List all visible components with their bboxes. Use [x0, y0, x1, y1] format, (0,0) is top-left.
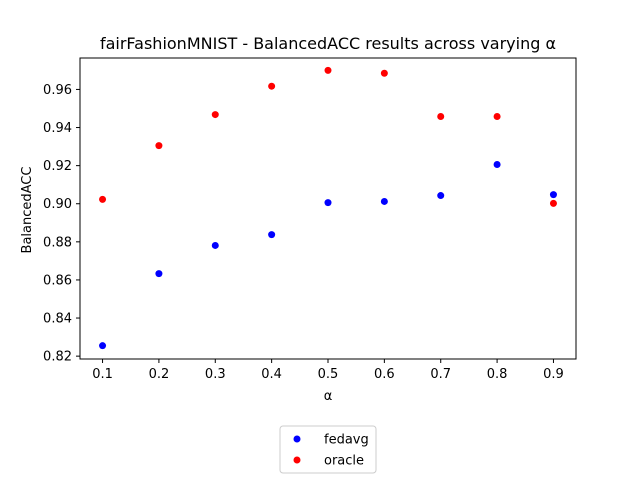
x-tick-label: 0.9	[543, 367, 564, 382]
x-tick-label: 0.3	[205, 367, 226, 382]
oracle-point	[437, 112, 445, 120]
fedavg-point	[493, 160, 501, 168]
x-tick-label: 0.4	[261, 367, 282, 382]
y-tick-label: 0.92	[43, 159, 72, 174]
fedavg-point	[268, 231, 276, 239]
oracle-point	[380, 69, 388, 77]
chart-title: fairFashionMNIST - BalancedACC results a…	[100, 34, 556, 53]
oracle-point	[211, 111, 219, 119]
x-tick-label: 0.6	[374, 367, 395, 382]
oracle-point	[493, 112, 501, 120]
legend-label-oracle: oracle	[324, 454, 364, 469]
axes-frame	[79, 57, 577, 360]
fedavg-point	[155, 270, 163, 278]
y-axis-label: BalancedACC	[20, 167, 35, 254]
x-tick-label: 0.1	[92, 367, 113, 382]
x-tick-label: 0.8	[487, 367, 508, 382]
x-tick-label: 0.7	[430, 367, 451, 382]
oracle-point	[549, 199, 557, 207]
legend-label-fedavg: fedavg	[324, 433, 369, 448]
legend: fedavg oracle	[279, 425, 377, 474]
fedavg-point	[99, 342, 107, 350]
fedavg-point	[380, 197, 388, 205]
legend-marker-oracle	[293, 456, 301, 464]
legend-marker-fedavg	[293, 435, 301, 443]
fedavg-point	[324, 199, 332, 207]
y-tick-label: 0.86	[43, 273, 72, 288]
fedavg-point	[211, 241, 219, 249]
oracle-point	[155, 142, 163, 150]
y-tick-label: 0.96	[43, 83, 72, 98]
x-tick-label: 0.5	[318, 367, 339, 382]
oracle-point	[268, 82, 276, 90]
y-tick-label: 0.94	[43, 121, 72, 136]
y-tick-label: 0.82	[43, 350, 72, 365]
fedavg-point	[549, 191, 557, 199]
y-tick-label: 0.88	[43, 235, 72, 250]
oracle-point	[99, 195, 107, 203]
fedavg-point	[437, 192, 445, 200]
y-tick-label: 0.84	[43, 312, 72, 327]
y-tick-label: 0.90	[43, 197, 72, 212]
x-tick-label: 0.2	[149, 367, 170, 382]
x-axis-label: α	[324, 389, 333, 404]
plot-area: 0.1 0.2 0.3 0.4 0.5 0.6 0.7 0.8 0.9 0.82 0.84 0.86 0…	[43, 57, 577, 382]
legend-frame	[279, 425, 377, 474]
oracle-point	[324, 66, 332, 74]
